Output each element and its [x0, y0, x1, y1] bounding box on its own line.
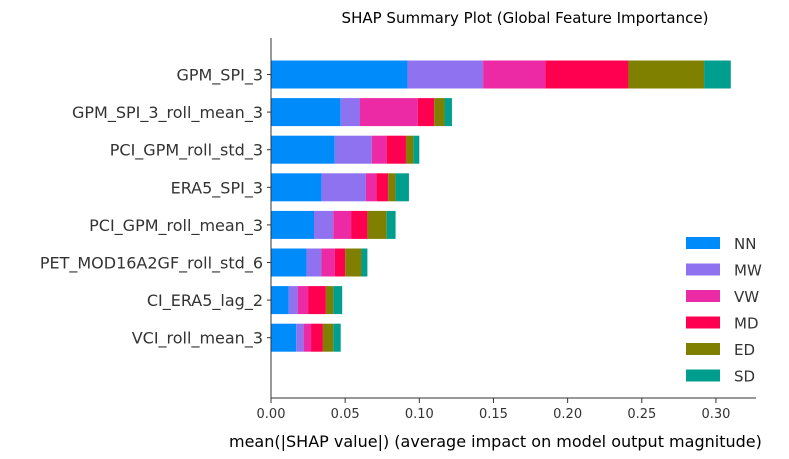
legend-label-ed: ED: [734, 341, 755, 359]
bar-pci-gpm-roll-mean-3-sd: [386, 210, 396, 239]
bar-pci-gpm-roll-mean-3-mw: [314, 210, 334, 239]
bar-pci-gpm-roll-std-3-md: [386, 135, 406, 164]
bar-pci-gpm-roll-std-3-ed: [405, 135, 414, 164]
x-tick-label: 0.10: [405, 407, 434, 422]
legend-swatch-md: [686, 316, 720, 329]
x-tick-label: 0.20: [553, 407, 582, 422]
x-axis-label: mean(|SHAP value|) (average impact on mo…: [229, 432, 762, 451]
bar-era5-spi-3-vw: [365, 173, 377, 202]
legend-label-md: MD: [734, 315, 759, 333]
bar-ci-era5-lag-2-sd: [333, 286, 343, 315]
bar-vci-roll-mean-3-vw: [303, 323, 312, 352]
legend-swatch-vw: [686, 290, 720, 302]
bar-ci-era5-lag-2-nn: [271, 286, 289, 315]
x-tick-label: 0.05: [331, 407, 360, 422]
x-tick-label: 0.25: [627, 407, 656, 422]
bar-vci-roll-mean-3-md: [311, 323, 323, 352]
x-tick-label: 0.30: [701, 407, 730, 422]
legend-label-sd: SD: [734, 368, 755, 386]
legend-swatch-ed: [686, 343, 720, 355]
bar-era5-spi-3-mw: [321, 173, 366, 202]
bar-vci-roll-mean-3-mw: [296, 323, 304, 352]
bar-gpm-spi-3-mw: [407, 60, 484, 89]
chart-title: SHAP Summary Plot (Global Feature Import…: [342, 9, 709, 27]
bar-vci-roll-mean-3-sd: [333, 323, 341, 352]
bar-gpm-spi-3-roll-mean-3-ed: [434, 98, 445, 127]
bar-pet-mod16a2gf-roll-std-6-sd: [361, 248, 368, 277]
legend-swatch-sd: [686, 369, 720, 382]
feature-label-era5-spi-3: ERA5_SPI_3: [171, 178, 263, 198]
bar-vci-roll-mean-3-ed: [322, 323, 334, 352]
bar-pet-mod16a2gf-roll-std-6-ed: [345, 248, 362, 277]
bar-pet-mod16a2gf-roll-std-6-nn: [271, 248, 307, 277]
x-tick-label: 0.00: [257, 407, 286, 422]
legend-label-nn: NN: [734, 235, 756, 253]
bar-gpm-spi-3-roll-mean-3-vw: [359, 98, 418, 127]
legend-label-vw: VW: [734, 288, 759, 306]
bar-gpm-spi-3-md: [545, 60, 629, 89]
feature-label-gpm-spi-3-roll-mean-3: GPM_SPI_3_roll_mean_3: [72, 103, 263, 123]
legend-swatch-mw: [686, 263, 720, 276]
bar-gpm-spi-3-roll-mean-3-mw: [340, 98, 360, 127]
bar-ci-era5-lag-2-mw: [288, 286, 298, 315]
bar-pet-mod16a2gf-roll-std-6-md: [334, 248, 346, 277]
bar-gpm-spi-3-ed: [628, 60, 705, 89]
bar-era5-spi-3-md: [376, 173, 389, 202]
bar-ci-era5-lag-2-md: [308, 286, 326, 315]
bar-pci-gpm-roll-std-3-nn: [271, 135, 335, 164]
feature-label-vci-roll-mean-3: VCI_roll_mean_3: [132, 329, 263, 349]
bar-pci-gpm-roll-mean-3-ed: [367, 210, 387, 239]
bar-pci-gpm-roll-mean-3-vw: [333, 210, 352, 239]
legend-swatch-nn: [686, 237, 720, 249]
bar-gpm-spi-3-roll-mean-3-nn: [271, 98, 341, 127]
bar-ci-era5-lag-2-ed: [325, 286, 334, 315]
x-tick-label: 0.15: [479, 407, 508, 422]
bar-gpm-spi-3-vw: [483, 60, 546, 89]
legend: NN MW VW MD ED SD: [686, 235, 762, 386]
x-axis-ticks: 0.00 0.05 0.10 0.15 0.20 0.25 0.30: [257, 398, 730, 422]
bar-era5-spi-3-sd: [395, 173, 409, 202]
feature-label-pet-mod16a2gf-roll-std-6: PET_MOD16A2GF_roll_std_6: [40, 254, 263, 274]
legend-label-mw: MW: [734, 262, 762, 280]
bar-gpm-spi-3-roll-mean-3-md: [417, 98, 435, 127]
bar-era5-spi-3-ed: [388, 173, 396, 202]
bar-gpm-spi-3-roll-mean-3-sd: [444, 98, 452, 127]
bar-pet-mod16a2gf-roll-std-6-mw: [306, 248, 322, 277]
bar-gpm-spi-3-sd: [704, 60, 731, 89]
feature-label-gpm-spi-3: GPM_SPI_3: [176, 66, 263, 86]
bar-ci-era5-lag-2-vw: [297, 286, 309, 315]
feature-label-ci-era5-lag-2: CI_ERA5_lag_2: [147, 291, 263, 311]
bar-pci-gpm-roll-std-3-mw: [334, 135, 372, 164]
bar-pci-gpm-roll-std-3-sd: [413, 135, 420, 164]
feature-labels: GPM_SPI_3 GPM_SPI_3_roll_mean_3 PCI_GPM_ro…: [40, 66, 271, 349]
bar-vci-roll-mean-3-nn: [271, 323, 297, 352]
bar-pet-mod16a2gf-roll-std-6-vw: [321, 248, 335, 277]
bar-pci-gpm-roll-mean-3-nn: [271, 210, 315, 239]
bar-gpm-spi-3-nn: [271, 60, 408, 89]
feature-label-pci-gpm-roll-mean-3: PCI_GPM_roll_mean_3: [89, 216, 263, 236]
bars-group: [271, 60, 731, 352]
bar-pci-gpm-roll-std-3-vw: [371, 135, 387, 164]
bar-era5-spi-3-nn: [271, 173, 322, 202]
bar-pci-gpm-roll-mean-3-md: [351, 210, 368, 239]
feature-label-pci-gpm-roll-std-3: PCI_GPM_roll_std_3: [110, 141, 263, 161]
